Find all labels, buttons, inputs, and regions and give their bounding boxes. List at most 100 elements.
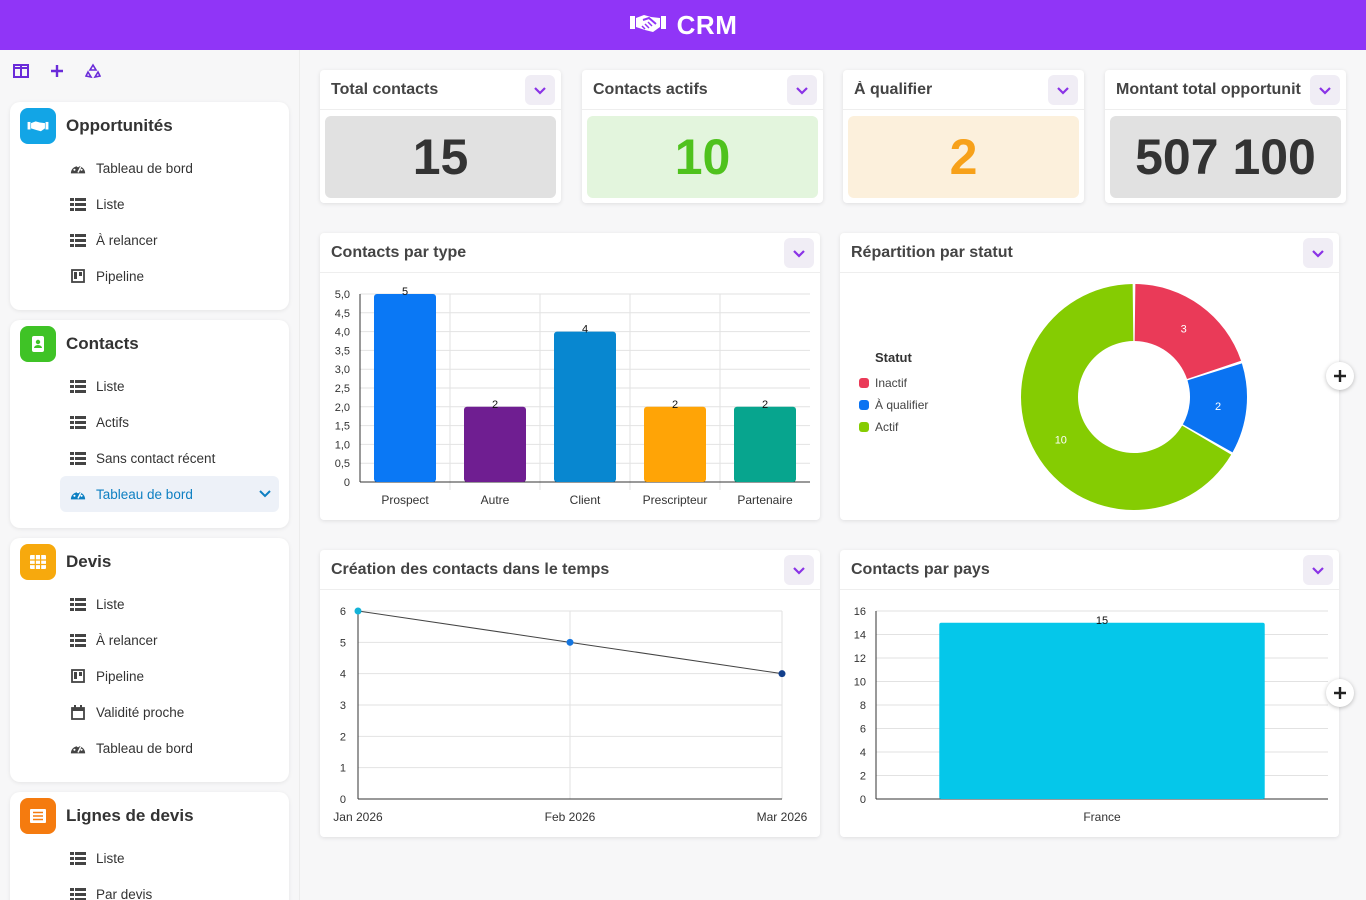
bar-value-label: 2 — [672, 399, 678, 411]
sidebar-item-label: À relancer — [96, 632, 158, 648]
list-icon — [70, 233, 86, 247]
chart-title: Répartition par statut — [851, 243, 1013, 261]
grid-icon — [20, 544, 56, 580]
y-tick-label: 4,5 — [335, 308, 350, 320]
kpi-title: Total contacts — [331, 80, 439, 98]
bar-chart-contacts-by-country: 0 2 4 6 8 10 12 14 16 15 France — [854, 606, 1328, 824]
legend-label[interactable]: À qualifier — [875, 397, 928, 412]
donut-slice[interactable] — [1134, 284, 1242, 380]
lines-icon — [20, 798, 56, 834]
legend-label[interactable]: Inactif — [875, 376, 908, 390]
list-icon — [70, 633, 86, 647]
sidebar-module: Lignes de devis Liste Par devis — [10, 792, 289, 900]
bar[interactable] — [644, 406, 706, 482]
y-tick-label: 12 — [854, 653, 866, 665]
sidebar-module-title: Opportunités — [66, 116, 173, 135]
x-tick-label: Jan 2026 — [333, 810, 383, 824]
kpi-value: 10 — [587, 116, 818, 198]
legend-label[interactable]: Actif — [875, 420, 899, 434]
donut-slice[interactable] — [1182, 363, 1247, 453]
chevron-down-icon[interactable] — [787, 75, 817, 105]
sidebar-item[interactable]: Tableau de bord — [60, 476, 279, 512]
dashboard-icon — [70, 741, 86, 755]
y-tick-label: 2,0 — [335, 402, 350, 414]
chart-card-contacts-by-type: Contacts par type 0 0,5 1,0 1,5 2,0 2,5 3,0 3,5… — [320, 233, 820, 520]
x-tick-label: Prescripteur — [643, 493, 708, 507]
chevron-down-icon[interactable] — [1310, 75, 1340, 105]
panel-layout-icon[interactable] — [10, 60, 32, 82]
sidebar-module-header[interactable]: Lignes de devis — [10, 792, 289, 840]
chevron-down-icon[interactable] — [784, 238, 814, 268]
bar[interactable] — [554, 331, 616, 482]
y-tick-label: 4 — [340, 669, 346, 681]
y-tick-label: 16 — [854, 606, 866, 618]
chevron-down-icon[interactable] — [784, 555, 814, 585]
sidebar-item[interactable]: Actifs — [10, 404, 289, 440]
sidebar-item[interactable]: Pipeline — [10, 258, 289, 294]
data-point[interactable] — [566, 638, 574, 646]
data-point[interactable] — [778, 670, 786, 678]
sidebar-item-label: Pipeline — [96, 668, 145, 684]
chevron-down-icon[interactable] — [525, 75, 555, 105]
sidebar-item[interactable]: Liste — [10, 840, 289, 876]
chart-card-status-distribution: Répartition par statut 3 2 10 Statut Inactif… — [840, 233, 1339, 520]
add-widget-button[interactable] — [1326, 362, 1354, 390]
sidebar-item[interactable]: Liste — [10, 368, 289, 404]
list-icon — [70, 451, 86, 465]
chart-title: Contacts par pays — [851, 560, 990, 578]
donut-slice[interactable] — [1021, 284, 1232, 510]
plus-icon[interactable] — [46, 60, 68, 82]
sidebar-module: Opportunités Tableau de bord Liste À rel… — [10, 102, 289, 310]
sidebar-item-label: Tableau de bord — [96, 160, 193, 176]
bar[interactable] — [939, 622, 1265, 799]
kpi-value: 2 — [848, 116, 1079, 198]
y-tick-label: 4 — [860, 747, 866, 759]
sidebar-module: Contacts Liste Actifs Sans contact récen… — [10, 320, 289, 528]
chevron-down-icon[interactable] — [1303, 555, 1333, 585]
legend-swatch — [859, 378, 869, 388]
y-tick-label: 4,0 — [335, 327, 350, 339]
sidebar-module-header[interactable]: Devis — [10, 538, 289, 586]
sidebar-item[interactable]: À relancer — [10, 222, 289, 258]
sidebar-module-header[interactable]: Opportunités — [10, 102, 289, 150]
y-tick-label: 6 — [860, 724, 866, 736]
x-tick-label: Prospect — [381, 493, 429, 507]
y-tick-label: 5 — [340, 637, 346, 649]
bar-value-label: 4 — [582, 324, 588, 336]
sidebar-item-label: Validité proche — [96, 704, 185, 720]
recycle-icon[interactable] — [82, 60, 104, 82]
sidebar-item[interactable]: Tableau de bord — [10, 150, 289, 186]
list-icon — [70, 597, 86, 611]
sidebar-item[interactable]: Sans contact récent — [10, 440, 289, 476]
bar[interactable] — [464, 406, 526, 482]
sidebar-module-title: Lignes de devis — [66, 806, 194, 825]
data-point[interactable] — [354, 607, 362, 615]
sidebar-item[interactable]: Tableau de bord — [10, 730, 289, 766]
donut-chart-status: 3 2 10 Statut Inactif À qualifier Actif — [859, 284, 1247, 510]
bar[interactable] — [734, 406, 796, 482]
x-tick-label: Autre — [481, 493, 510, 507]
chart-card-contacts-by-country: Contacts par pays 0 2 4 6 8 10 12 14 16 15 France — [840, 550, 1339, 837]
chevron-down-icon[interactable] — [259, 486, 271, 501]
sidebar-item[interactable]: Par devis — [10, 876, 289, 900]
dashboard-icon — [70, 487, 86, 501]
sidebar-item[interactable]: Pipeline — [10, 658, 289, 694]
sidebar-module-header[interactable]: Contacts — [10, 320, 289, 368]
list-icon — [70, 887, 86, 900]
sidebar-item[interactable]: Liste — [10, 586, 289, 622]
slice-value-label: 10 — [1055, 434, 1067, 446]
list-icon — [70, 379, 86, 393]
chevron-down-icon[interactable] — [1303, 238, 1333, 268]
chevron-down-icon[interactable] — [1048, 75, 1078, 105]
sidebar-item[interactable]: Validité proche — [10, 694, 289, 730]
kpi-title: Contacts actifs — [593, 80, 708, 98]
bar[interactable] — [374, 294, 436, 482]
sidebar-item[interactable]: À relancer — [10, 622, 289, 658]
add-widget-button[interactable] — [1326, 679, 1354, 707]
sidebar-item[interactable]: Liste — [10, 186, 289, 222]
y-tick-label: 0 — [344, 477, 350, 489]
sidebar-item-label: Tableau de bord — [96, 486, 193, 502]
line-chart-contacts-timeline: 0 1 2 3 4 5 6 Jan 2026 Feb 2026 Mar 2026 — [333, 606, 807, 824]
chart-title: Contacts par type — [331, 243, 467, 261]
sidebar-item-label: Liste — [96, 596, 125, 612]
